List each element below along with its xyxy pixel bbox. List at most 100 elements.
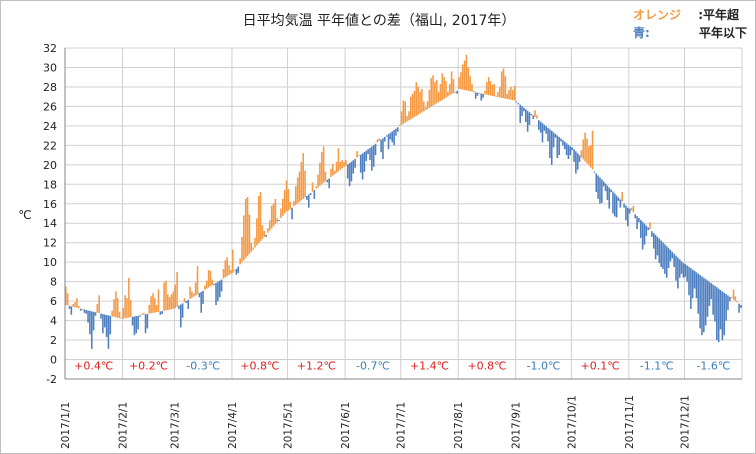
bar-below-normal	[556, 135, 559, 159]
bar-below-normal	[704, 279, 707, 326]
bar-above-normal	[304, 170, 306, 198]
bar-below-normal	[352, 160, 355, 174]
bar-below-normal	[686, 265, 688, 282]
bar-below-normal	[697, 273, 700, 314]
bar-below-normal	[237, 266, 240, 273]
bar-below-normal	[651, 231, 653, 237]
bar-above-normal	[128, 277, 130, 318]
bar-above-normal	[452, 79, 455, 94]
bar-below-normal	[354, 158, 356, 168]
bar-below-normal	[716, 287, 718, 341]
bar-below-normal	[638, 218, 640, 223]
x-tick-label: 2017/11/1	[624, 395, 636, 449]
bar-above-normal	[730, 297, 733, 299]
bar-above-normal	[621, 192, 624, 202]
bar-above-normal	[233, 269, 236, 271]
x-tick-label: 2017/4/1	[227, 402, 239, 449]
bar-above-normal	[404, 101, 407, 123]
bar-above-normal	[510, 86, 512, 100]
month-anomaly-label: +0.8℃	[240, 359, 279, 372]
bar-above-normal	[191, 291, 193, 298]
bar-below-normal	[159, 311, 162, 315]
bar-below-normal	[680, 261, 683, 274]
month-anomaly-label: +0.4℃	[74, 359, 113, 372]
bar-above-normal	[358, 155, 360, 157]
bar-above-normal	[486, 82, 488, 95]
bar-below-normal	[549, 129, 551, 159]
bar-above-normal	[417, 86, 419, 115]
y-axis-label: ℃	[18, 208, 31, 222]
bar-above-normal	[411, 93, 414, 119]
x-tick-label: 2017/9/1	[511, 402, 523, 449]
chart-title: 日平均気温 平年値との差（福山, 2017年）	[243, 13, 516, 29]
bar-below-normal	[628, 208, 631, 214]
bar-below-normal	[220, 279, 223, 292]
bar-above-normal	[589, 145, 592, 168]
bar-below-normal	[699, 275, 701, 329]
bar-above-normal	[155, 305, 158, 313]
bar-below-normal	[83, 309, 86, 313]
bar-above-normal	[422, 101, 425, 112]
bar-below-normal	[647, 227, 649, 231]
bar-below-normal	[382, 138, 384, 159]
bar-above-normal	[471, 84, 473, 92]
bar-above-normal	[244, 198, 247, 259]
bar-below-normal	[361, 153, 364, 180]
bar-below-normal	[178, 305, 180, 309]
bar-above-normal	[319, 162, 321, 186]
y-tick-label: 14	[43, 217, 57, 230]
bar-below-normal	[202, 290, 204, 305]
bar-above-normal	[473, 90, 475, 93]
bar-above-normal	[415, 82, 418, 116]
month-anomaly-label: -1.6℃	[696, 359, 730, 372]
bar-below-normal	[575, 151, 577, 174]
bar-above-normal	[497, 91, 499, 98]
bar-above-normal	[296, 177, 299, 204]
bar-above-normal	[317, 174, 319, 188]
bar-below-normal	[690, 268, 692, 309]
x-tick-label: 2017/12/1	[680, 395, 692, 449]
bar-above-normal	[435, 80, 438, 104]
y-tick-label: 16	[43, 198, 57, 211]
bar-above-normal	[282, 198, 284, 216]
bar-below-normal	[133, 316, 136, 336]
bar-below-normal	[374, 143, 377, 156]
bar-below-normal	[608, 187, 611, 209]
bar-above-normal	[209, 270, 212, 287]
bar-below-normal	[723, 292, 726, 336]
bar-below-normal	[682, 263, 685, 278]
bar-below-normal	[79, 308, 82, 311]
bar-above-normal	[66, 293, 69, 306]
bar-below-normal	[593, 171, 596, 173]
bar-below-normal	[100, 313, 102, 319]
bar-above-normal	[76, 298, 78, 308]
bar-above-normal	[283, 190, 286, 214]
bar-below-normal	[545, 126, 547, 134]
bar-above-normal	[129, 300, 132, 318]
bar-above-normal	[261, 225, 264, 240]
bar-above-normal	[513, 85, 516, 101]
bar-below-normal	[213, 284, 215, 286]
bar-below-normal	[519, 104, 521, 123]
bar-below-normal	[137, 315, 139, 330]
bar-above-normal	[259, 192, 262, 242]
axes	[64, 48, 742, 380]
bar-below-normal	[265, 234, 267, 237]
bar-below-normal	[727, 295, 729, 310]
bar-below-normal	[307, 194, 310, 208]
legend-label-above: オレンジ	[633, 8, 681, 22]
bar-below-normal	[482, 93, 484, 98]
y-tick-label: 12	[43, 237, 57, 250]
bar-below-normal	[738, 303, 740, 313]
bar-below-normal	[558, 137, 560, 156]
bar-above-normal	[376, 139, 379, 143]
bar-below-normal	[673, 253, 675, 268]
labels: -202468101214161820222426283032+0.4℃2017…	[18, 7, 747, 449]
bar-above-normal	[115, 291, 117, 318]
bar-below-normal	[235, 268, 238, 275]
bar-below-normal	[706, 280, 709, 317]
bar-below-normal	[604, 183, 607, 192]
bar-above-normal	[274, 198, 277, 225]
bar-above-normal	[81, 308, 84, 310]
